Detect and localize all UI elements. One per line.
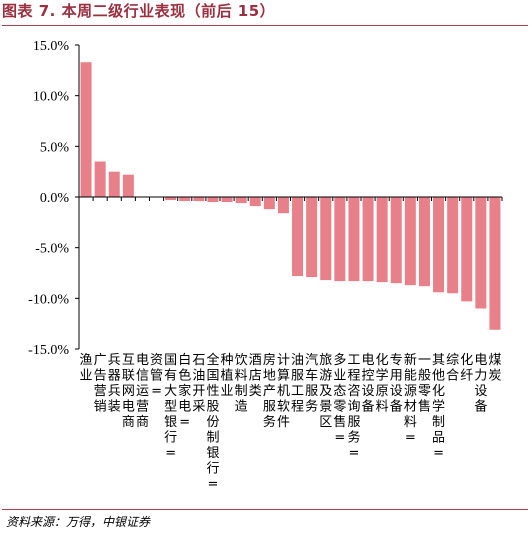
category-label: 全国性股份制银行= [206, 352, 219, 492]
bar [108, 171, 120, 197]
bar [348, 197, 360, 282]
bar [376, 197, 388, 283]
bar-series [78, 62, 503, 330]
category-label: 互联网电商 [122, 353, 135, 430]
category-label: 兵器兵装 [108, 353, 121, 415]
bar [475, 197, 487, 309]
y-tick-label: -5.0% [35, 242, 69, 257]
category-label: 汽车服务 [305, 353, 318, 415]
bar [179, 197, 191, 202]
category-label: 综合 [446, 353, 459, 384]
title-rule [2, 25, 528, 26]
bar [235, 197, 247, 204]
source-note: 资料来源：万得，中银证券 [6, 515, 151, 529]
category-label: 电力设备 [474, 353, 487, 415]
category-label: 电控设备 [362, 353, 375, 415]
bar [447, 197, 459, 294]
category-label: 工程咨询服务= [347, 353, 360, 461]
bar [404, 197, 416, 286]
bar [292, 197, 304, 277]
bar [193, 197, 205, 202]
bar [362, 197, 374, 282]
category-label: 煤炭 [488, 353, 501, 384]
category-label: 酒店类 [249, 353, 262, 399]
category-label: 一般零售 [418, 353, 431, 415]
y-tick-label: 10.0% [33, 90, 70, 105]
bar [249, 197, 261, 207]
category-label: 化学原料 [376, 353, 389, 415]
bar [221, 197, 233, 203]
y-tick-label: 5.0% [40, 140, 70, 155]
bar [165, 197, 177, 201]
bar [306, 197, 318, 278]
category-label: 广告营销 [94, 353, 107, 415]
category-label: 多业态零售= [333, 352, 346, 446]
category-label: 油服工程 [291, 353, 304, 415]
bar [489, 197, 501, 330]
source-rule [2, 509, 528, 510]
category-label: 房地产服务 [263, 352, 276, 430]
bar [80, 62, 92, 198]
category-label: 种植业 [221, 353, 234, 399]
y-tick-label: -10.0% [28, 292, 69, 307]
bar [320, 197, 332, 281]
category-label: 化纤 [460, 353, 473, 384]
category-label: 新能源材料= [404, 352, 417, 446]
bar [122, 174, 134, 197]
category-label: 专用设备 [390, 353, 403, 415]
y-tick-label: 15.0% [33, 39, 70, 54]
bar [277, 197, 289, 214]
bar [94, 161, 106, 197]
bar [418, 197, 430, 287]
bar [433, 197, 445, 293]
y-tick-label: -15.0% [28, 343, 69, 358]
bar [207, 197, 219, 203]
category-label: 计算机软件 [277, 353, 290, 430]
category-label: 白色家电= [178, 352, 191, 430]
category-label: 电信运营商 [136, 353, 149, 430]
y-axis-tick-labels: 15.0% 10.0% 5.0% 0.0% -5.0% -10.0% -15.0% [28, 39, 79, 358]
category-label: 渔业 [80, 353, 93, 384]
category-label: 旅游及景区 [319, 353, 332, 430]
category-label: 饮料制造 [235, 353, 248, 415]
bar [334, 197, 346, 282]
category-label: 资管= [150, 353, 163, 399]
bar [263, 197, 275, 210]
category-labels: 渔业广告营销兵器兵装互联网电商电信运营商资管=国有大型银行=白色家电=石油开采全… [80, 352, 502, 492]
y-tick-label: 0.0% [40, 191, 70, 206]
category-label: 国有大型银行= [164, 353, 177, 461]
category-label: 石油开采 [192, 353, 205, 415]
bar [461, 197, 473, 302]
category-label: 其他化学制品= [432, 353, 445, 461]
chart-title: 图表 7. 本周二级行业表现（前后 15） [2, 2, 276, 20]
bar [390, 197, 402, 284]
